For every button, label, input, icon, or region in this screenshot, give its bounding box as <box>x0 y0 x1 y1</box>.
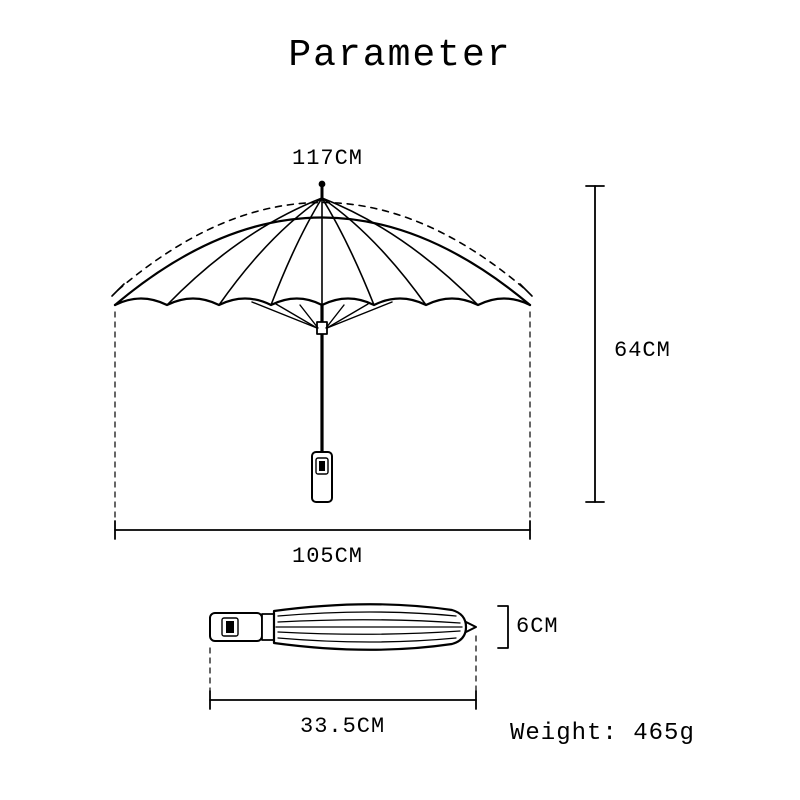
arc-width-label: 117CM <box>292 146 363 171</box>
folded-length-label: 33.5CM <box>300 714 385 739</box>
weight-label: Weight: <box>510 720 618 747</box>
folded-diameter-label: 6CM <box>516 614 559 639</box>
open-width-label: 105CM <box>292 544 363 569</box>
diagram-canvas: Parameter <box>0 0 800 800</box>
open-height-label: 64CM <box>614 338 671 363</box>
umbrella-diagram-svg <box>0 0 800 800</box>
weight-text: Weight: 465g <box>510 720 695 747</box>
weight-value: 465g <box>633 720 695 747</box>
